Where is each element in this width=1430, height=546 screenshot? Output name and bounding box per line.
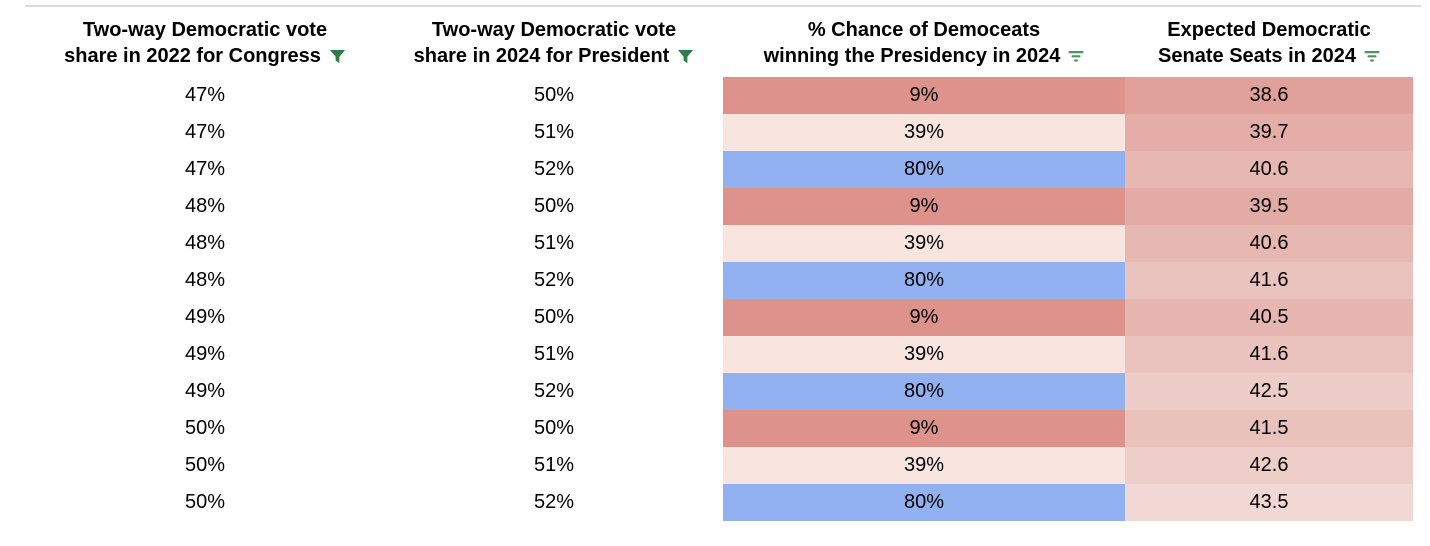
cell-congress-2022[interactable]: 48% [184, 269, 226, 291]
cell-senate-seats[interactable]: 42.6 [1125, 447, 1413, 484]
table-row: 50% 51% 39% 42.6 [25, 447, 1413, 484]
table-row: 47% 52% 80% 40.6 [25, 151, 1413, 188]
cell-congress-2022[interactable]: 47% [184, 158, 226, 180]
filter-funnel-icon[interactable] [329, 49, 346, 64]
header-text-line: % Chance of Democeats [807, 19, 1041, 41]
cell-senate-seats[interactable]: 40.6 [1125, 225, 1413, 262]
table-row: 47% 51% 39% 39.7 [25, 114, 1413, 151]
header-senate-seats: Expected Democratic Senate Seats in 2024 [1125, 11, 1413, 77]
header-text-line: Senate Seats in 2024 [1158, 45, 1356, 67]
cell-presidency-chance[interactable]: 39% [723, 225, 1125, 262]
table-row: 48% 51% 39% 40.6 [25, 225, 1413, 262]
table-header-row: Two-way Democratic vote share in 2022 fo… [25, 11, 1413, 77]
pivot-table: Two-way Democratic vote share in 2022 fo… [25, 11, 1413, 521]
header-text-line: Expected Democratic [1167, 19, 1371, 41]
table-row: 48% 52% 80% 41.6 [25, 262, 1413, 299]
table-row: 50% 52% 80% 43.5 [25, 484, 1413, 521]
table-row: 48% 50% 9% 39.5 [25, 188, 1413, 225]
header-presidency-chance: % Chance of Democeats winning the Presid… [723, 11, 1125, 77]
cell-president-2024[interactable]: 50% [533, 306, 575, 328]
table-row: 47% 50% 9% 38.6 [25, 77, 1413, 114]
filter-funnel-icon[interactable] [677, 49, 694, 64]
cell-senate-seats[interactable]: 42.5 [1125, 373, 1413, 410]
cell-senate-seats[interactable]: 41.6 [1125, 262, 1413, 299]
cell-congress-2022[interactable]: 49% [184, 343, 226, 365]
cell-president-2024[interactable]: 51% [533, 343, 575, 365]
cell-presidency-chance[interactable]: 39% [723, 336, 1125, 373]
cell-senate-seats[interactable]: 39.5 [1125, 188, 1413, 225]
cell-president-2024[interactable]: 52% [533, 269, 575, 291]
cell-president-2024[interactable]: 52% [533, 158, 575, 180]
cell-senate-seats[interactable]: 40.6 [1125, 151, 1413, 188]
header-text-line: share in 2024 for President [413, 45, 670, 67]
cell-congress-2022[interactable]: 49% [184, 380, 226, 402]
cell-congress-2022[interactable]: 50% [184, 417, 226, 439]
cell-president-2024[interactable]: 51% [533, 232, 575, 254]
cell-congress-2022[interactable]: 48% [184, 232, 226, 254]
cell-presidency-chance[interactable]: 39% [723, 447, 1125, 484]
cell-congress-2022[interactable]: 50% [184, 491, 226, 513]
header-text-line: winning the Presidency in 2024 [763, 45, 1061, 67]
header-text-line: share in 2022 for Congress [64, 45, 321, 67]
table-row: 49% 50% 9% 40.5 [25, 299, 1413, 336]
cell-presidency-chance[interactable]: 80% [723, 262, 1125, 299]
cell-congress-2022[interactable]: 50% [184, 454, 226, 476]
cell-president-2024[interactable]: 52% [533, 491, 575, 513]
cell-president-2024[interactable]: 50% [533, 417, 575, 439]
cell-presidency-chance[interactable]: 80% [723, 373, 1125, 410]
cell-congress-2022[interactable]: 47% [184, 84, 226, 106]
cell-presidency-chance[interactable]: 39% [723, 114, 1125, 151]
table-row: 49% 52% 80% 42.5 [25, 373, 1413, 410]
cell-senate-seats[interactable]: 41.5 [1125, 410, 1413, 447]
header-congress-2022: Two-way Democratic vote share in 2022 fo… [25, 11, 385, 77]
cell-senate-seats[interactable]: 39.7 [1125, 114, 1413, 151]
cell-president-2024[interactable]: 52% [533, 380, 575, 402]
cell-presidency-chance[interactable]: 9% [723, 188, 1125, 225]
table-row: 49% 51% 39% 41.6 [25, 336, 1413, 373]
cell-presidency-chance[interactable]: 9% [723, 299, 1125, 336]
cell-senate-seats[interactable]: 43.5 [1125, 484, 1413, 521]
cell-presidency-chance[interactable]: 9% [723, 77, 1125, 114]
cell-congress-2022[interactable]: 47% [184, 121, 226, 143]
cell-congress-2022[interactable]: 49% [184, 306, 226, 328]
table-row: 50% 50% 9% 41.5 [25, 410, 1413, 447]
header-text-line: Two-way Democratic vote [82, 19, 328, 41]
cell-congress-2022[interactable]: 48% [184, 195, 226, 217]
table-body: 47% 50% 9% 38.6 47% 51% 39% 39.7 47% 52%… [25, 77, 1413, 521]
cell-presidency-chance[interactable]: 9% [723, 410, 1125, 447]
cell-president-2024[interactable]: 50% [533, 84, 575, 106]
cell-senate-seats[interactable]: 38.6 [1125, 77, 1413, 114]
cell-president-2024[interactable]: 51% [533, 121, 575, 143]
cell-presidency-chance[interactable]: 80% [723, 484, 1125, 521]
filter-list-icon[interactable] [1068, 50, 1084, 62]
cell-senate-seats[interactable]: 40.5 [1125, 299, 1413, 336]
cell-president-2024[interactable]: 51% [533, 454, 575, 476]
filter-list-icon[interactable] [1364, 50, 1380, 62]
cell-senate-seats[interactable]: 41.6 [1125, 336, 1413, 373]
cell-president-2024[interactable]: 50% [533, 195, 575, 217]
top-border [25, 5, 1421, 7]
header-text-line: Two-way Democratic vote [431, 19, 677, 41]
cell-presidency-chance[interactable]: 80% [723, 151, 1125, 188]
header-president-2024: Two-way Democratic vote share in 2024 fo… [385, 11, 723, 77]
